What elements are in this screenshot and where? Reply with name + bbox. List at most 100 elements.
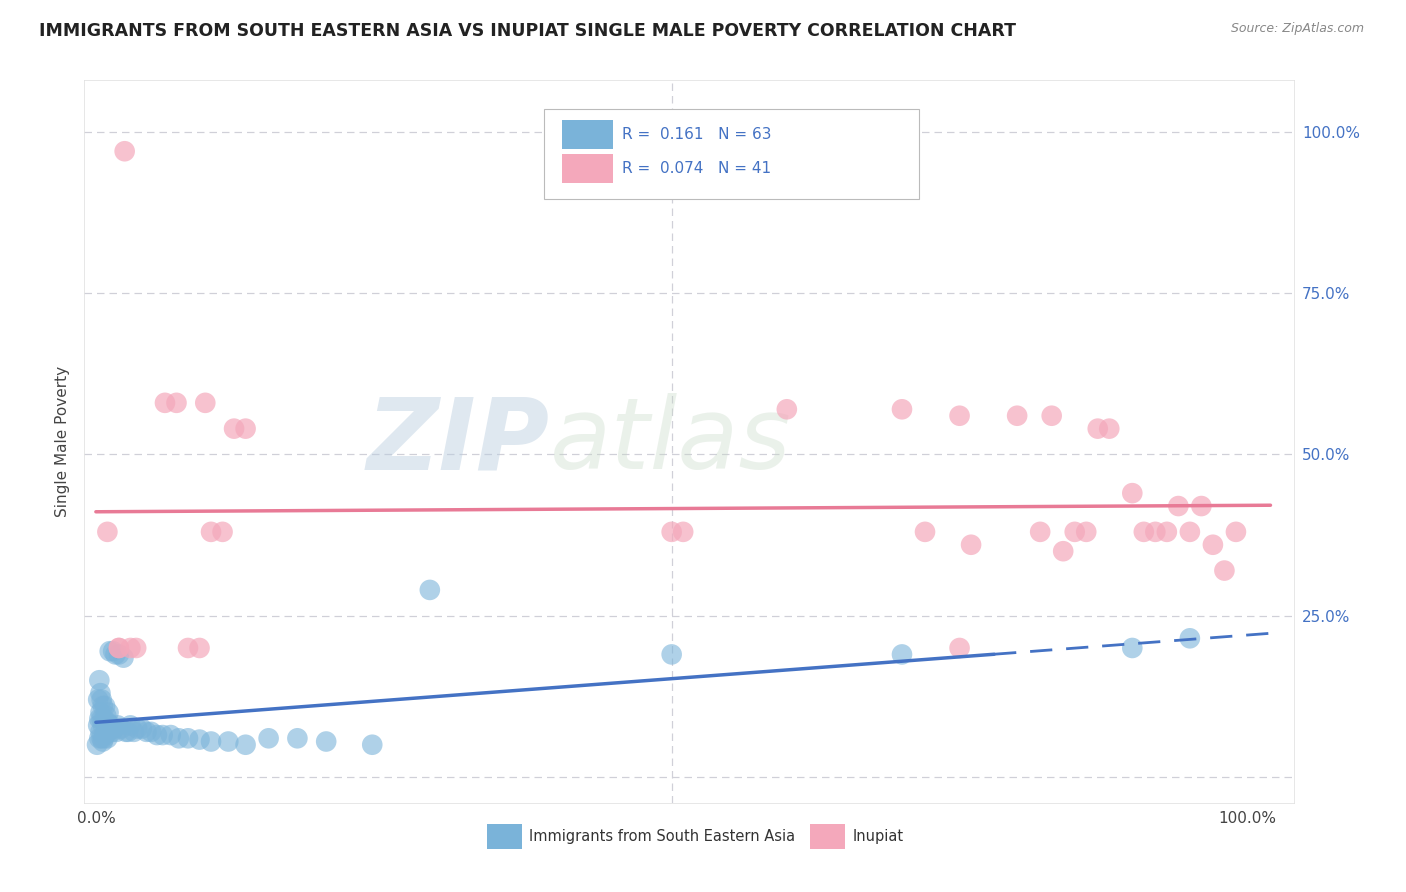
Point bbox=[105, 724, 128, 739]
Point bbox=[315, 734, 337, 748]
Point bbox=[1121, 640, 1143, 655]
Point bbox=[90, 712, 112, 726]
Point bbox=[1189, 499, 1212, 513]
Point bbox=[104, 648, 127, 662]
Point bbox=[108, 648, 131, 662]
Point bbox=[89, 706, 111, 720]
Point bbox=[100, 718, 122, 732]
Point bbox=[1225, 524, 1247, 539]
Point bbox=[89, 686, 111, 700]
Point bbox=[153, 396, 176, 410]
Point bbox=[235, 422, 257, 436]
Text: Immigrants from South Eastern Asia: Immigrants from South Eastern Asia bbox=[529, 830, 796, 844]
Text: atlas: atlas bbox=[550, 393, 792, 490]
Point bbox=[96, 731, 118, 746]
Text: Source: ZipAtlas.com: Source: ZipAtlas.com bbox=[1230, 22, 1364, 36]
Point bbox=[1029, 524, 1052, 539]
Point bbox=[1156, 524, 1178, 539]
Point bbox=[1213, 564, 1236, 578]
Point bbox=[110, 722, 132, 736]
Point bbox=[419, 582, 441, 597]
Point bbox=[672, 524, 695, 539]
Point bbox=[891, 648, 914, 662]
Text: IMMIGRANTS FROM SOUTH EASTERN ASIA VS INUPIAT SINGLE MALE POVERTY CORRELATION CH: IMMIGRANTS FROM SOUTH EASTERN ASIA VS IN… bbox=[39, 22, 1017, 40]
Point bbox=[287, 731, 309, 746]
Point bbox=[93, 712, 115, 726]
Point bbox=[1052, 544, 1074, 558]
Point bbox=[89, 731, 111, 746]
Point bbox=[661, 524, 683, 539]
Point bbox=[90, 731, 112, 746]
Point bbox=[1087, 422, 1109, 436]
Point bbox=[188, 732, 211, 747]
Point bbox=[776, 402, 799, 417]
Point bbox=[117, 724, 139, 739]
Point bbox=[112, 650, 135, 665]
Point bbox=[1178, 524, 1201, 539]
Point bbox=[167, 731, 190, 746]
Point bbox=[101, 644, 124, 658]
Point bbox=[96, 715, 118, 730]
Point bbox=[177, 640, 200, 655]
FancyBboxPatch shape bbox=[486, 824, 522, 849]
Point bbox=[200, 524, 222, 539]
FancyBboxPatch shape bbox=[810, 824, 845, 849]
Point bbox=[152, 728, 174, 742]
Point bbox=[114, 724, 136, 739]
Point bbox=[98, 644, 121, 658]
Point bbox=[159, 728, 181, 742]
Point bbox=[188, 640, 211, 655]
Point bbox=[86, 738, 108, 752]
Point bbox=[125, 640, 148, 655]
Point bbox=[146, 728, 169, 742]
Point bbox=[1202, 538, 1225, 552]
Point bbox=[1005, 409, 1028, 423]
Point bbox=[97, 706, 120, 720]
Point bbox=[108, 640, 131, 655]
Point bbox=[1133, 524, 1156, 539]
Point bbox=[103, 722, 125, 736]
Point bbox=[211, 524, 233, 539]
Text: ZIP: ZIP bbox=[367, 393, 550, 490]
Point bbox=[91, 734, 114, 748]
Point bbox=[141, 724, 163, 739]
Point bbox=[120, 718, 142, 732]
Point bbox=[222, 422, 245, 436]
Point bbox=[1063, 524, 1085, 539]
Point bbox=[200, 734, 222, 748]
Point bbox=[194, 396, 217, 410]
Text: R =  0.074   N = 41: R = 0.074 N = 41 bbox=[623, 161, 772, 176]
Point bbox=[960, 538, 983, 552]
Point bbox=[93, 731, 115, 746]
FancyBboxPatch shape bbox=[562, 120, 613, 149]
Point bbox=[94, 728, 117, 742]
Text: R =  0.161   N = 63: R = 0.161 N = 63 bbox=[623, 127, 772, 142]
Point bbox=[127, 722, 149, 736]
Point bbox=[1144, 524, 1167, 539]
Point bbox=[1076, 524, 1098, 539]
FancyBboxPatch shape bbox=[544, 109, 918, 200]
Point bbox=[177, 731, 200, 746]
Point bbox=[217, 734, 239, 748]
Point bbox=[1167, 499, 1189, 513]
Point bbox=[107, 718, 129, 732]
Point bbox=[131, 722, 153, 736]
Point bbox=[91, 718, 114, 732]
Point bbox=[108, 640, 131, 655]
Point bbox=[135, 724, 157, 739]
Point bbox=[97, 724, 120, 739]
Point bbox=[1178, 632, 1201, 646]
Point bbox=[94, 699, 117, 714]
Point bbox=[91, 699, 114, 714]
Point bbox=[891, 402, 914, 417]
Point bbox=[89, 673, 111, 688]
Point bbox=[235, 738, 257, 752]
Point bbox=[87, 692, 110, 706]
Point bbox=[122, 724, 145, 739]
Point bbox=[166, 396, 188, 410]
Point bbox=[1098, 422, 1121, 436]
Point bbox=[120, 640, 142, 655]
Point bbox=[948, 640, 970, 655]
Point bbox=[87, 718, 110, 732]
Point bbox=[96, 724, 118, 739]
